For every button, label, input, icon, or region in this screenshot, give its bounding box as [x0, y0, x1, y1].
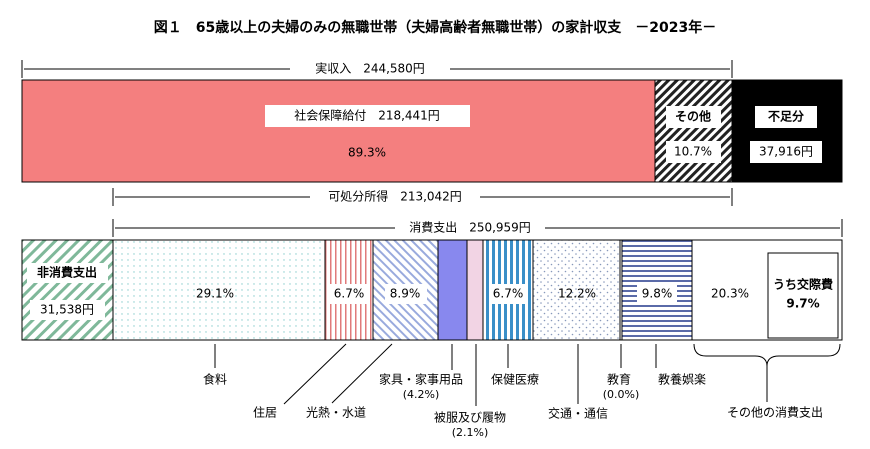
expense-segment	[112, 239, 326, 341]
bracket: 可処分所得 213,042円	[112, 188, 733, 206]
label-bg	[395, 219, 545, 237]
expense-segment	[532, 239, 621, 341]
income-segment	[654, 79, 733, 183]
category-label: その他の消費支出	[727, 405, 823, 420]
bracket-label: 可処分所得 213,042円	[328, 189, 462, 204]
label-bg	[310, 188, 480, 206]
segment-amount: 31,538円	[40, 303, 94, 317]
expense-segment	[21, 239, 114, 341]
segment-label: 社会保障給付 218,441円	[294, 108, 440, 123]
category-share: (4.2%)	[403, 388, 440, 401]
label-box	[30, 300, 105, 320]
label-box	[385, 284, 427, 304]
segment-share: 10.7%	[674, 145, 712, 159]
expense-segment	[466, 239, 484, 341]
leader	[331, 343, 393, 404]
segment-share: 9.8%	[642, 287, 673, 301]
category-label: 交通・通信	[548, 406, 608, 421]
sub-label: うち交際費	[773, 277, 833, 292]
category-label: 光熱・水道	[306, 406, 366, 420]
category-share: (0.0%)	[603, 388, 640, 401]
bracket: 実収入 244,580円	[21, 60, 733, 78]
segment-amount: 37,916円	[759, 145, 813, 159]
bracket: 消費支出 250,959円	[112, 219, 843, 237]
category-label: 教養娯楽	[658, 372, 706, 387]
segment-share: 89.3%	[348, 146, 386, 160]
category-label: 被服及び履物	[434, 411, 506, 425]
segment-share: 20.3%	[711, 287, 749, 301]
title: 図１ 65歳以上の夫婦のみの無職世帯（夫婦高齢者無職世帯）の家計収支 －2023…	[154, 19, 716, 36]
label-box	[265, 105, 470, 127]
leader	[283, 343, 347, 405]
segment-label: 不足分	[768, 109, 804, 124]
label-box	[666, 141, 721, 163]
category-label: 教育	[607, 372, 631, 387]
category-label: 住居	[253, 406, 277, 420]
bracket-label: 消費支出 250,959円	[409, 220, 531, 235]
category-share: (2.1%)	[452, 426, 489, 439]
label-box	[489, 284, 527, 304]
segment-share: 29.1%	[196, 287, 234, 301]
sub-share: 9.7%	[786, 297, 819, 311]
label-box	[330, 284, 368, 304]
income-segment	[21, 79, 656, 183]
label-box	[637, 284, 677, 304]
expense-segment	[437, 239, 468, 341]
segment-share: 12.2%	[558, 287, 596, 301]
category-label: 食料	[203, 372, 227, 387]
label-box	[750, 141, 822, 163]
segment-share: 6.7%	[334, 287, 365, 301]
category-label: 保健医療	[491, 373, 539, 387]
segment-share: 6.7%	[493, 287, 524, 301]
label-box	[666, 106, 721, 128]
brace	[693, 343, 841, 367]
sub-segment	[767, 252, 839, 339]
segment-label: 非消費支出	[37, 265, 97, 280]
label-bg	[290, 60, 450, 78]
label-box	[27, 263, 108, 283]
income-segment	[731, 79, 843, 183]
bracket-label: 実収入 244,580円	[315, 61, 425, 76]
segment-label: その他	[675, 109, 711, 124]
segment-share: 8.9%	[390, 287, 421, 301]
category-label: 家具・家事用品	[379, 372, 463, 387]
label-box	[755, 106, 817, 128]
